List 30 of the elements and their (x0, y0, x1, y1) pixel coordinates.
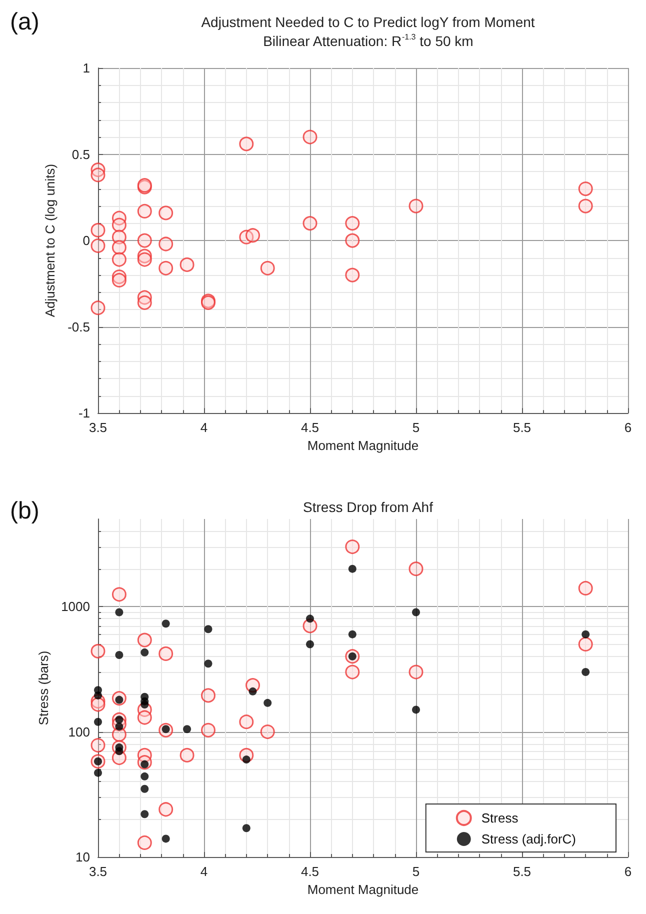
y-tick-label: 0 (82, 233, 90, 248)
x-tick-label: 4 (200, 420, 208, 436)
y-tick-label: 10 (76, 850, 90, 864)
x-tick-label: 5 (412, 420, 420, 436)
chart-title: Stress Drop from Ahf (303, 499, 434, 515)
x-tick-label: 3.5 (88, 864, 108, 879)
x-tick-label: 3.5 (88, 420, 108, 436)
chart-title: Adjustment Needed to C to Predict logY from Moment (201, 14, 535, 30)
x-tick-label: 4.5 (300, 420, 320, 436)
y-tick-label: 100 (68, 724, 90, 740)
x-tick-label: 4 (200, 864, 208, 879)
x-tick-label: 5 (412, 864, 420, 879)
y-tick-label: 0.5 (72, 146, 90, 162)
text: (b) (10, 498, 40, 524)
y-axis-title: Stress (bars) (36, 650, 52, 726)
y-tick-label: 1 (82, 60, 90, 76)
x-axis-title: Moment Magnitude (307, 438, 419, 453)
y-tick-label: -1 (78, 406, 90, 421)
text: (a) (10, 8, 40, 36)
x-tick-label: 4.5 (300, 864, 320, 879)
x-tick-label: 5.5 (512, 420, 532, 436)
x-tick-label: 6 (624, 420, 632, 436)
y-axis-title: Adjustment to C (log units) (42, 164, 58, 318)
x-tick-label: 5.5 (512, 864, 532, 879)
legend-label: Stress (adj.forC) (481, 832, 576, 846)
x-axis-title: Moment Magnitude (307, 882, 419, 897)
legend-label: Stress (481, 810, 519, 826)
x-tick-label: 6 (624, 864, 632, 879)
y-tick-label: -0.5 (68, 319, 90, 334)
y-tick-label: 1000 (61, 599, 90, 614)
